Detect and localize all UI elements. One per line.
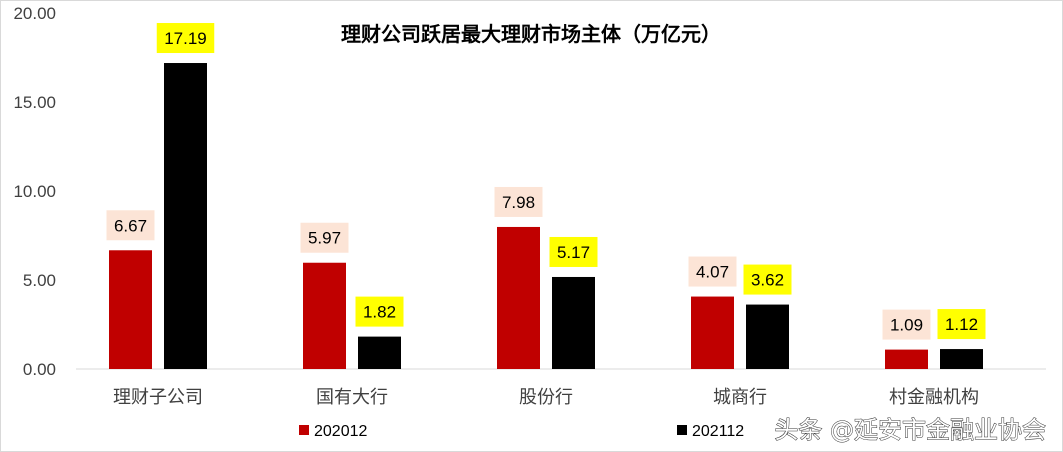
bar-202012 <box>885 349 928 369</box>
data-label-bg <box>300 222 349 253</box>
bar-202012 <box>691 296 734 369</box>
bar-202112 <box>552 276 595 369</box>
bar-202112 <box>746 304 789 369</box>
data-label-bg <box>494 186 543 217</box>
bar-202012 <box>303 262 346 369</box>
bar-202012 <box>497 226 540 369</box>
data-label-bg <box>937 309 986 340</box>
y-tick-label: 0.00 <box>23 360 56 379</box>
legend-label: 202112 <box>692 423 744 440</box>
category-label: 理财子公司 <box>113 387 203 408</box>
y-tick-label: 20.00 <box>13 4 56 23</box>
watermark: 头条 @延安市金融业协会 <box>774 416 1046 444</box>
category-label: 村金融机构 <box>889 387 979 408</box>
bar-202012 <box>109 250 152 369</box>
data-label: 5.17 <box>557 243 590 262</box>
data-label-bg <box>106 210 155 241</box>
bar-202112 <box>358 336 401 369</box>
data-label-bg <box>156 23 215 54</box>
data-label: 5.97 <box>308 229 341 248</box>
data-label: 1.12 <box>945 315 978 334</box>
data-label: 17.19 <box>164 29 207 48</box>
legend-label: 202012 <box>314 423 367 440</box>
category-label: 城商行 <box>713 387 767 408</box>
data-label: 4.07 <box>696 263 729 282</box>
legend-swatch <box>299 425 309 435</box>
bar-202112 <box>164 63 207 369</box>
legend-swatch <box>677 425 687 435</box>
y-tick-label: 15.00 <box>13 93 56 112</box>
data-label-bg <box>549 236 598 267</box>
y-tick-label: 5.00 <box>23 271 56 290</box>
data-label: 7.98 <box>502 193 535 212</box>
data-label: 1.09 <box>890 316 923 335</box>
data-label: 6.67 <box>114 216 147 235</box>
bar-202112 <box>940 349 983 369</box>
data-label: 3.62 <box>751 271 784 290</box>
category-label: 国有大行 <box>316 387 388 408</box>
data-label-bg <box>882 309 931 340</box>
data-label-bg <box>743 264 792 295</box>
y-tick-label: 10.00 <box>13 182 56 201</box>
chart-title: 理财公司跃居最大理财市场主体（万亿元） <box>341 22 721 46</box>
data-label-bg <box>688 256 737 287</box>
data-label: 1.82 <box>363 303 396 322</box>
category-label: 股份行 <box>519 387 573 408</box>
data-label-bg <box>355 296 404 327</box>
